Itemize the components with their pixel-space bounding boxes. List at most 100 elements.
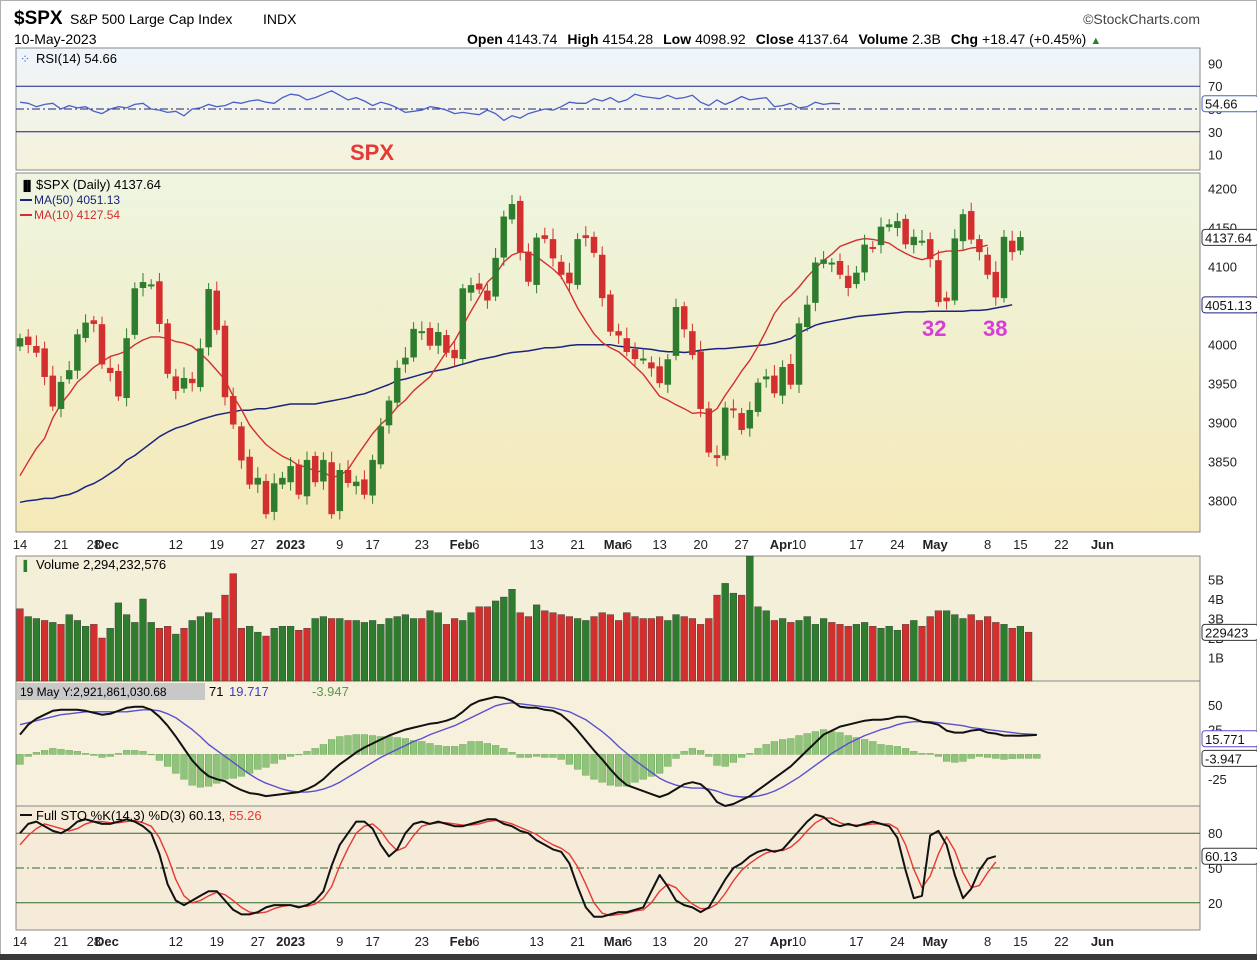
volume-bar: [16, 608, 24, 682]
price-y-tick-label: 4000: [1208, 338, 1237, 353]
candle-body: [894, 221, 901, 228]
x-tick-label: 23: [415, 934, 429, 949]
volume-bar: [1024, 631, 1033, 682]
volume-bar: [820, 618, 828, 682]
volume-bar: [1008, 628, 1016, 682]
candle-body: [246, 456, 253, 485]
volume-bar: [500, 596, 508, 682]
volume-bar: [754, 606, 762, 682]
macd-histogram-bar: [623, 754, 631, 787]
header-exchange: INDX: [263, 11, 297, 27]
volume-bar: [410, 618, 418, 682]
macd-histogram-bar: [377, 736, 385, 755]
x-tick-label: Feb: [450, 934, 473, 949]
volume-bar: [483, 606, 492, 682]
candle-body: [689, 331, 696, 356]
sto-last-value: 60.13: [1201, 847, 1257, 865]
macd-histogram-bar: [672, 754, 680, 759]
macd-histogram-bar: [524, 754, 533, 758]
macd-histogram-bar: [328, 739, 336, 755]
macd-histogram-bar: [590, 754, 598, 780]
macd-histogram-bar: [98, 754, 106, 758]
volume-bar: [90, 624, 98, 682]
candle-body: [721, 407, 729, 456]
volume-bar: [303, 628, 311, 682]
macd-histogram-bar: [828, 731, 836, 755]
rsi-indicator-icon: ⁘: [20, 52, 30, 66]
candle-body: [943, 297, 950, 302]
candle-body: [303, 459, 311, 497]
volume-bar: [131, 622, 139, 682]
header-close-value: 4137.64: [798, 31, 849, 47]
candle-body: [812, 262, 819, 303]
macd-histogram-bar: [41, 750, 49, 755]
candle-body: [762, 376, 770, 380]
volume-bar: [688, 618, 697, 682]
volume-bar: [565, 616, 574, 682]
macd-histogram-bar: [73, 751, 82, 755]
candle-body: [147, 284, 155, 287]
volume-bar: [959, 618, 967, 682]
header-low-label: Low: [663, 31, 691, 47]
vol-y-tick-label: 1B: [1208, 651, 1224, 666]
candle-body: [131, 288, 139, 335]
header-high-label: High: [567, 31, 598, 47]
candle-body: [221, 325, 229, 398]
candle-body: [705, 408, 713, 453]
volume-bar: [836, 624, 844, 682]
volume-bar: [311, 618, 319, 682]
volume-panel: ▐ Volume 2,294,232,576: [16, 555, 1033, 682]
volume-bar: [114, 602, 123, 682]
volume-bar: [729, 592, 738, 682]
macd-histogram-bar: [902, 748, 910, 755]
candle-body: [320, 459, 327, 482]
macd-histogram-bar: [344, 735, 352, 755]
vol-y-axis: 5B4B3B2B1B: [1208, 573, 1224, 666]
header-date: 10-May-2023: [14, 31, 97, 47]
candle-body: [213, 290, 221, 331]
candle-body: [557, 261, 565, 275]
volume-bar: [787, 622, 795, 682]
macd-histogram-bar: [336, 736, 344, 755]
candle-body: [976, 239, 983, 253]
x-tick-label: 28: [87, 934, 101, 949]
volume-bar: [262, 635, 270, 682]
candle-body: [967, 211, 975, 240]
macd-line: [19, 695, 1037, 807]
macd-histogram-bar: [557, 754, 565, 760]
macd-histogram-bar: [483, 743, 492, 755]
macd-histogram-bar: [549, 754, 557, 758]
header-chg-value: +18.47 (+0.45%): [982, 31, 1086, 47]
rsi-line: [19, 90, 841, 122]
macd-hist-last-value: -3.947: [1201, 749, 1257, 767]
macd-histogram-bar: [664, 754, 672, 767]
macd-histogram-bar: [574, 754, 582, 770]
volume-bar: [541, 610, 549, 682]
x-tick-label: 24: [890, 934, 904, 949]
candle-body: [377, 426, 385, 465]
volume-icon: ▐: [20, 559, 28, 573]
macd-histogram-bar: [893, 746, 902, 755]
volume-bar: [65, 614, 73, 682]
macd-tooltip-bg: [17, 683, 205, 700]
macd-histogram-bar: [803, 733, 811, 755]
volume-bar: [524, 616, 533, 682]
x-tick-label: 21: [54, 537, 68, 552]
macd-histogram-bar: [204, 754, 213, 787]
sto-legend: Full STO %K(14,3) %D(3) 60.13,: [36, 808, 225, 823]
stochastic-panel: Full STO %K(14,3) %D(3) 60.13, 55.26: [16, 808, 1200, 918]
candle-body: [680, 306, 688, 330]
price-y-tick-label: 3800: [1208, 494, 1237, 509]
macd-histogram-bar: [656, 754, 664, 774]
macd-histogram-bar: [65, 750, 73, 755]
volume-bar: [582, 620, 590, 682]
x-tick-label: 28: [87, 537, 101, 552]
price-last-close: 4137.64: [1201, 228, 1257, 246]
candle-body: [156, 281, 163, 324]
candle-body: [402, 357, 409, 365]
macd-histogram-bar: [451, 746, 459, 755]
macd-histogram-bar: [114, 753, 123, 755]
volume-bar: [869, 626, 877, 682]
volume-bar: [319, 616, 328, 682]
candle-body: [1017, 237, 1024, 251]
